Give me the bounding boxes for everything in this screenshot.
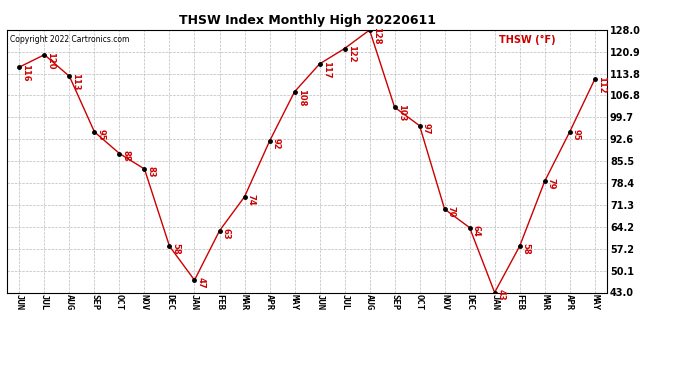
Text: THSW (°F): THSW (°F) bbox=[499, 35, 555, 45]
Text: 47: 47 bbox=[197, 277, 206, 289]
Text: 88: 88 bbox=[121, 150, 130, 162]
Text: 122: 122 bbox=[346, 45, 355, 63]
Title: THSW Index Monthly High 20220611: THSW Index Monthly High 20220611 bbox=[179, 15, 435, 27]
Text: 113: 113 bbox=[72, 73, 81, 91]
Text: 79: 79 bbox=[546, 178, 555, 190]
Text: 43: 43 bbox=[497, 290, 506, 301]
Text: 108: 108 bbox=[297, 88, 306, 106]
Text: 112: 112 bbox=[597, 76, 606, 94]
Text: 64: 64 bbox=[472, 225, 481, 236]
Text: 95: 95 bbox=[572, 129, 581, 141]
Text: 120: 120 bbox=[46, 52, 55, 69]
Text: 128: 128 bbox=[372, 27, 381, 44]
Text: 92: 92 bbox=[272, 138, 281, 150]
Text: 58: 58 bbox=[522, 243, 531, 255]
Text: 83: 83 bbox=[146, 166, 155, 177]
Text: Copyright 2022 Cartronics.com: Copyright 2022 Cartronics.com bbox=[10, 35, 129, 44]
Text: 116: 116 bbox=[21, 64, 30, 82]
Text: 70: 70 bbox=[446, 206, 455, 218]
Text: 117: 117 bbox=[322, 61, 331, 78]
Text: 63: 63 bbox=[221, 228, 230, 239]
Text: 103: 103 bbox=[397, 104, 406, 122]
Text: 58: 58 bbox=[172, 243, 181, 255]
Text: 97: 97 bbox=[422, 123, 431, 134]
Text: 74: 74 bbox=[246, 194, 255, 205]
Text: 95: 95 bbox=[97, 129, 106, 141]
